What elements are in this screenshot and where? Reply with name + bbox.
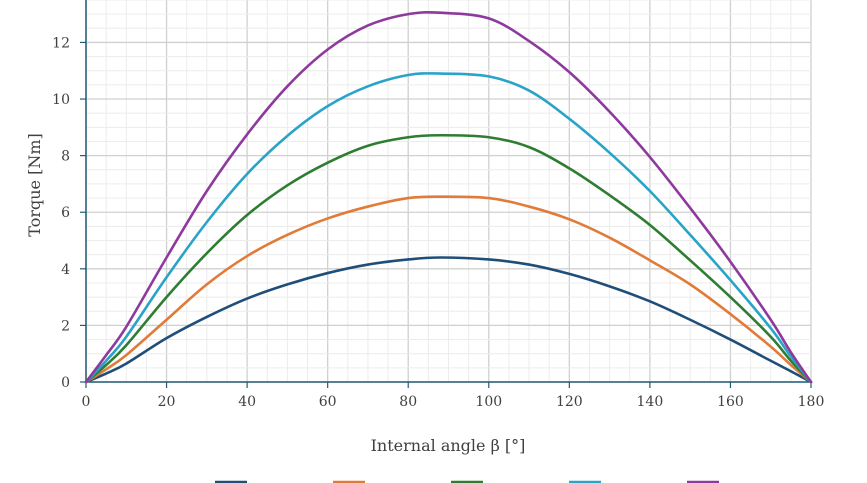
y-tick-label: 2 [61, 318, 70, 334]
y-tick-label: 0 [61, 375, 70, 391]
x-tick-label: 60 [319, 394, 337, 410]
y-axis-title: Torque [Nm] [25, 133, 44, 236]
x-tick-label: 160 [717, 394, 744, 410]
series-line-4 [84, 72, 813, 384]
series-line-5 [84, 11, 813, 384]
x-tick-label: 20 [158, 394, 176, 410]
series-line-2 [84, 195, 813, 384]
x-tick-label: 100 [475, 394, 502, 410]
x-tick-label: 80 [399, 394, 417, 410]
axes [80, 0, 812, 388]
x-tick-label: 180 [798, 394, 825, 410]
y-tick-label: 10 [52, 92, 70, 108]
x-tick-label: 140 [637, 394, 664, 410]
x-tick-label: 0 [82, 394, 91, 410]
x-tick-label: 120 [556, 394, 583, 410]
series-line-3 [84, 133, 813, 384]
series-line-1 [84, 256, 813, 384]
y-tick-label: 4 [61, 262, 70, 278]
tick-labels: 0 20 40 60 80 100 120 140 160 180 0 2 4 6 8 10 12 [52, 35, 824, 410]
y-tick-label: 12 [52, 35, 70, 51]
x-tick-label: 40 [238, 394, 256, 410]
y-tick-label: 8 [61, 149, 70, 165]
series-group [84, 11, 813, 384]
x-axis-title: Internal angle β [°] [371, 436, 526, 455]
y-tick-label: 6 [61, 205, 70, 221]
